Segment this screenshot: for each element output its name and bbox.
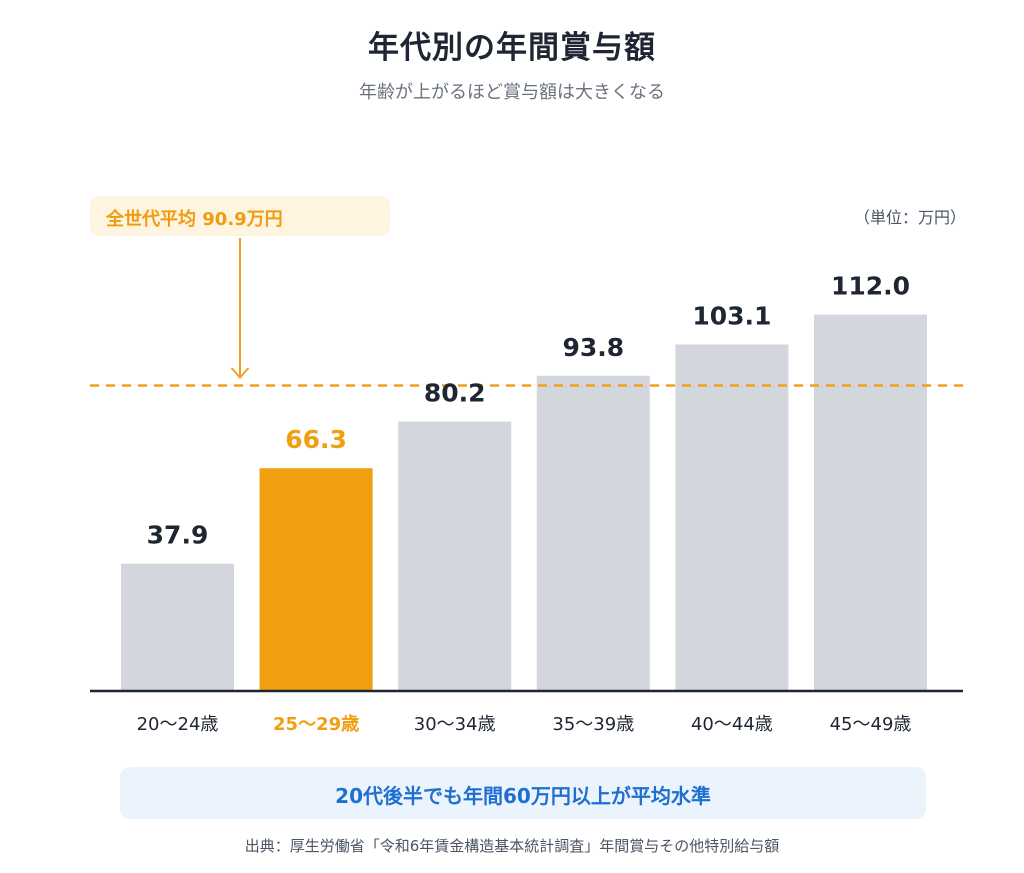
- unit-label: （単位：万円）: [853, 208, 966, 227]
- bars-layer: [121, 314, 927, 691]
- category-label-3: 35〜39歳: [552, 714, 634, 735]
- average-arrow-head-icon: [231, 367, 249, 380]
- value-label-2: 80.2: [424, 378, 486, 407]
- category-label-1: 25〜29歳: [273, 714, 359, 735]
- bar-2: [398, 421, 512, 691]
- value-label-4: 103.1: [692, 302, 771, 331]
- bar-5: [814, 314, 927, 691]
- category-label-4: 40〜44歳: [691, 714, 773, 735]
- average-layer: [90, 238, 963, 387]
- bar-1: [259, 468, 373, 691]
- average-badge-label: 全世代平均 90.9万円: [106, 209, 283, 230]
- bar-0: [121, 563, 234, 691]
- value-label-1: 66.3: [285, 425, 347, 454]
- value-label-5: 112.0: [831, 272, 910, 301]
- labels-layer: 37.9 20〜24歳 66.3 25〜29歳 80.2 30〜34歳 93.8 35〜39歳…: [137, 272, 912, 735]
- page-title: 年代別の年間賞与額: [368, 30, 656, 66]
- value-label-0: 37.9: [147, 521, 209, 550]
- category-label-0: 20〜24歳: [137, 714, 219, 735]
- note-text: 20代後半でも年間60万円以上が平均水準: [335, 784, 711, 808]
- category-label-2: 30〜34歳: [414, 714, 496, 735]
- category-label-5: 45〜49歳: [830, 714, 912, 735]
- bar-3: [536, 375, 650, 691]
- page-subtitle: 年齢が上がるほど賞与額は大きくなる: [359, 82, 665, 103]
- bar-4: [675, 344, 789, 691]
- average-badge: 全世代平均 90.9万円: [90, 196, 390, 236]
- source-note: 出典：厚生労働省「令和6年賃金構造基本統計調査」年間賞与その他特別給与額: [244, 837, 780, 855]
- note-box: 20代後半でも年間60万円以上が平均水準: [120, 767, 926, 819]
- bar-chart: 37.9 20〜24歳 66.3 25〜29歳 80.2 30〜34歳 93.8 35〜39歳…: [90, 238, 963, 735]
- value-label-3: 93.8: [562, 333, 624, 362]
